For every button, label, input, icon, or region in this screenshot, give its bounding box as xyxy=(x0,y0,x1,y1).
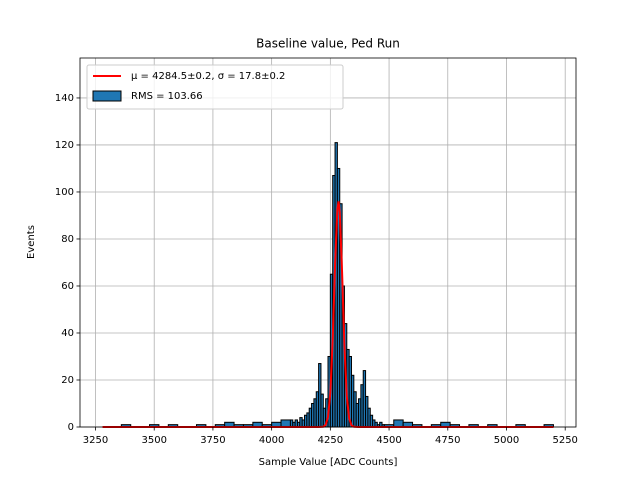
y-tick-label: 0 xyxy=(68,422,74,433)
histogram-bar xyxy=(280,419,291,428)
ticks: 3250 3500 3750 4000 4250 4500 4750 5000 5250 0 20 4… xyxy=(55,93,578,446)
legend-label: RMS = 103.66 xyxy=(131,91,203,102)
legend-label: μ = 4284.5±0.2, σ = 17.8±0.2 xyxy=(131,71,285,82)
histogram-bar xyxy=(393,419,404,428)
y-tick-label: 20 xyxy=(61,375,74,386)
x-tick-label: 5000 xyxy=(494,435,519,446)
x-tick-label: 4500 xyxy=(376,435,401,446)
fit-line xyxy=(102,201,554,428)
x-tick-label: 4750 xyxy=(435,435,460,446)
x-tick-label: 3500 xyxy=(141,435,166,446)
y-tick-label: 60 xyxy=(61,281,74,292)
y-tick-label: 140 xyxy=(55,93,74,104)
x-tick-label: 4250 xyxy=(318,435,343,446)
y-tick-label: 120 xyxy=(55,140,74,151)
legend: μ = 4284.5±0.2, σ = 17.8±0.2 RMS = 103.66 xyxy=(86,64,344,110)
legend-patch xyxy=(92,90,122,102)
y-tick-label: 40 xyxy=(61,328,74,339)
axes-frame xyxy=(79,57,577,428)
chart-title: Baseline value, Ped Run xyxy=(256,37,400,51)
x-tick-label: 3750 xyxy=(200,435,225,446)
x-tick-label: 3250 xyxy=(83,435,108,446)
y-tick-label: 100 xyxy=(55,187,74,198)
x-tick-label: 5250 xyxy=(552,435,577,446)
x-axis-label: Sample Value [ADC Counts] xyxy=(259,457,398,468)
x-tick-label: 4000 xyxy=(259,435,284,446)
y-axis-label: Events xyxy=(26,225,37,259)
y-tick-label: 80 xyxy=(61,234,74,245)
legend-box xyxy=(86,64,344,110)
